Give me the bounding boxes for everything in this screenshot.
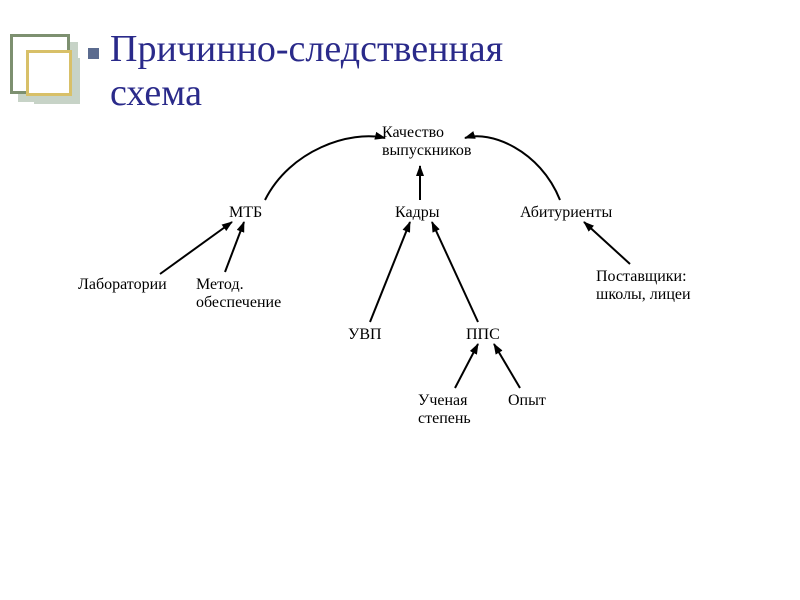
edge-metod-mtb bbox=[225, 222, 244, 272]
edge-pps-kadry bbox=[432, 222, 478, 322]
node-post: Поставщики:школы, лицеи bbox=[596, 268, 691, 305]
node-mtb: МТБ bbox=[229, 204, 262, 222]
edge-mtb-root bbox=[265, 136, 385, 200]
edge-stepen-pps bbox=[455, 344, 478, 388]
node-root: Качествовыпускников bbox=[382, 124, 471, 161]
edge-abit-root bbox=[465, 136, 560, 200]
node-metod: Метод.обеспечение bbox=[196, 276, 281, 313]
node-uvp: УВП bbox=[348, 326, 382, 344]
node-lab: Лаборатории bbox=[78, 276, 167, 294]
node-abit: Абитуриенты bbox=[520, 204, 612, 222]
edge-lab-mtb bbox=[160, 222, 232, 274]
edge-uvp-kadry bbox=[370, 222, 410, 322]
node-opyt: Опыт bbox=[508, 392, 546, 410]
deco-inner-box bbox=[26, 50, 72, 96]
node-kadry: Кадры bbox=[395, 204, 439, 222]
title-bullet-icon bbox=[88, 48, 99, 59]
edge-post-abit bbox=[584, 222, 630, 264]
slide-title: Причинно-следственнаясхема bbox=[110, 28, 503, 115]
node-pps: ППС bbox=[466, 326, 500, 344]
node-stepen: Ученаястепень bbox=[418, 392, 471, 429]
edge-opyt-pps bbox=[494, 344, 520, 388]
